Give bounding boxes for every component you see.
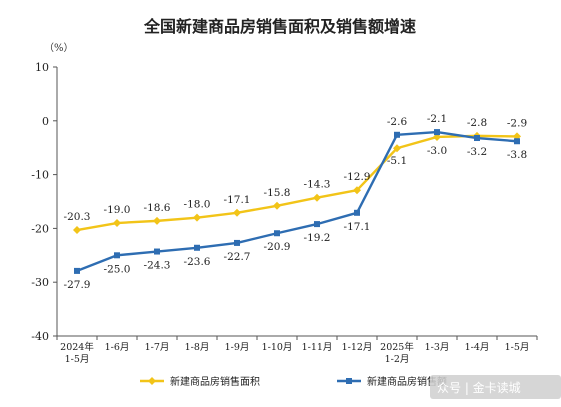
chart-title: 全国新建商品房销售面积及销售额增速 (143, 17, 416, 36)
watermark-text: 众号 | 金卡读城 (437, 380, 521, 395)
y-tick-label: -10 (31, 169, 49, 182)
data-point (274, 230, 280, 237)
data-label: -14.3 (304, 179, 331, 191)
series-line (76, 134, 518, 232)
data-point (193, 213, 201, 222)
data-point (113, 219, 121, 228)
data-point (273, 201, 281, 210)
data-label: -19.2 (304, 232, 331, 244)
legend: 新建商品房销售面积 新建商品房销售额 (140, 375, 447, 388)
data-point (354, 209, 360, 216)
data-point (194, 244, 200, 251)
data-point (434, 129, 440, 136)
data-label: -23.6 (184, 256, 211, 268)
data-point (74, 267, 80, 274)
data-label: -22.7 (224, 251, 251, 263)
data-label: -17.1 (344, 221, 371, 233)
x-tick-label: 1-10月 (262, 342, 293, 353)
data-point (474, 135, 480, 142)
data-label: -27.9 (64, 279, 91, 291)
x-tick-label: 2025年 (380, 341, 414, 353)
data-label: -2.6 (387, 116, 408, 128)
data-label: -18.6 (144, 202, 171, 214)
data-point (154, 248, 160, 255)
y-tick-label: -30 (31, 276, 49, 289)
watermark-background (430, 375, 561, 399)
y-axis-unit: （%） (44, 42, 74, 54)
legend-swatch-marker (346, 378, 352, 384)
data-label: -3.8 (507, 149, 527, 161)
data-point (353, 186, 361, 195)
x-tick-label: 1-2月 (385, 354, 410, 365)
data-label: -25.0 (104, 263, 131, 275)
data-label: -2.1 (427, 113, 447, 125)
data-label: -24.3 (144, 260, 171, 272)
data-point (114, 252, 120, 259)
data-label: -17.1 (224, 194, 251, 206)
data-point (394, 131, 400, 138)
watermark: 众号 | 金卡读城 (430, 375, 561, 399)
x-tick-label: 1-5月 (65, 354, 90, 365)
data-label: -19.0 (104, 204, 131, 216)
data-label: -20.3 (64, 211, 91, 223)
x-tick-label: 1-12月 (342, 342, 373, 353)
legend-label: 新建商品房销售面积 (170, 375, 260, 388)
data-point (313, 193, 321, 202)
data-point (233, 208, 241, 217)
x-tick-label: 1-6月 (105, 342, 130, 353)
y-tick-label: 10 (35, 61, 49, 74)
data-label: -2.9 (507, 117, 527, 129)
legend-label: 新建商品房销售额 (367, 375, 447, 388)
data-label: -3.2 (467, 146, 487, 158)
x-tick-label: 1-3月 (425, 342, 450, 353)
series-layer: -20.3 -19.0 -18.6 -18.0 -17.1 -15.8 -14.3 -12.9… (64, 113, 528, 291)
x-tick-label: 1-7月 (145, 342, 170, 353)
x-tick-label: 1-5月 (505, 342, 530, 353)
x-tick-label: 2024年 (60, 341, 94, 353)
legend-swatch-marker (148, 377, 156, 385)
data-label: -15.8 (264, 187, 291, 199)
x-tick-label: 1-4月 (465, 342, 490, 353)
y-tick-label: 0 (42, 115, 49, 128)
data-label: -5.1 (387, 155, 407, 167)
data-point (234, 239, 240, 246)
x-tick-label: 1-11月 (302, 342, 333, 353)
x-tick-label: 1-8月 (185, 342, 210, 353)
data-point (514, 138, 520, 145)
data-label: -3.0 (427, 145, 447, 157)
data-label: -18.0 (184, 199, 211, 211)
data-label: -20.9 (264, 241, 291, 253)
data-label: -12.9 (344, 171, 371, 183)
data-point (314, 221, 320, 228)
data-point (73, 226, 81, 235)
data-point (153, 216, 161, 225)
series-line (76, 130, 518, 273)
y-tick-label: -40 (31, 330, 49, 343)
data-point (393, 144, 401, 153)
x-tick-label: 1-9月 (225, 342, 250, 353)
y-tick-label: -20 (31, 222, 49, 235)
data-label: -2.8 (467, 117, 487, 129)
